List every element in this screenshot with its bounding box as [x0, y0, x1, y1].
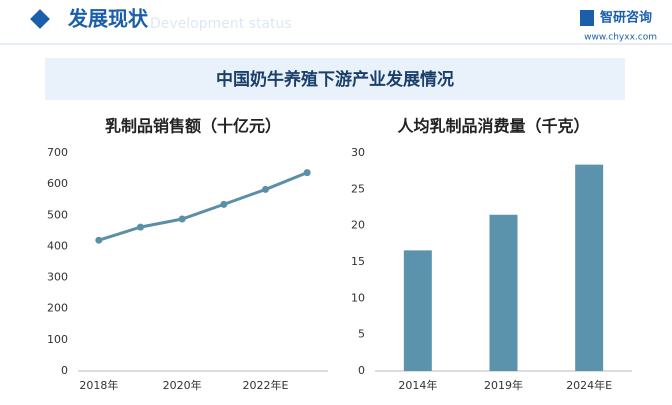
banner — [45, 58, 625, 100]
brand-name: 智研咨询 — [600, 10, 652, 26]
y-tick-label: 15 — [351, 255, 365, 268]
y-tick-label: 0 — [358, 364, 365, 377]
y-tick-label: 20 — [351, 219, 365, 232]
y-tick-label: 300 — [47, 271, 68, 284]
y-tick-label: 10 — [351, 291, 365, 304]
bar — [575, 164, 604, 371]
y-tick-label: 600 — [47, 177, 68, 190]
bar — [489, 214, 518, 371]
x-tick-label: 2018年 — [79, 378, 118, 392]
banner-title: 中国奶牛养殖下游产业发展情况 — [216, 69, 454, 90]
y-tick-label: 400 — [47, 239, 68, 252]
point — [303, 169, 311, 177]
line — [98, 171, 308, 242]
x-tick-label: 2024年E — [566, 378, 612, 392]
chart-title: 人均乳制品消费量（千克） — [397, 117, 589, 136]
y-tick-label: 500 — [47, 208, 68, 221]
header-title: 发展现状 — [67, 7, 149, 31]
bar — [403, 250, 432, 371]
point — [178, 215, 186, 223]
y-tick-label: 5 — [358, 328, 365, 341]
brand-logo — [580, 10, 594, 26]
chart-title: 乳制品销售额（十亿元） — [105, 117, 281, 136]
y-tick-label: 30 — [351, 146, 365, 159]
brand-url: www.chyxx.com — [584, 33, 657, 43]
x-tick-label: 2020年 — [163, 378, 202, 392]
x-tick-label: 2022年E — [243, 378, 289, 392]
x-tick-label: 2019年 — [484, 378, 523, 392]
y-tick-label: 25 — [351, 182, 365, 195]
point — [220, 200, 228, 208]
point — [137, 223, 144, 231]
y-tick-label: 700 — [47, 146, 68, 159]
y-tick-label: 200 — [47, 302, 68, 315]
point — [262, 185, 269, 193]
point — [95, 236, 103, 244]
y-tick-label: 0 — [61, 364, 68, 377]
y-tick-label: 100 — [47, 333, 68, 346]
header-subtitle: Development status — [150, 16, 292, 32]
x-tick-label: 2014年 — [398, 378, 437, 392]
